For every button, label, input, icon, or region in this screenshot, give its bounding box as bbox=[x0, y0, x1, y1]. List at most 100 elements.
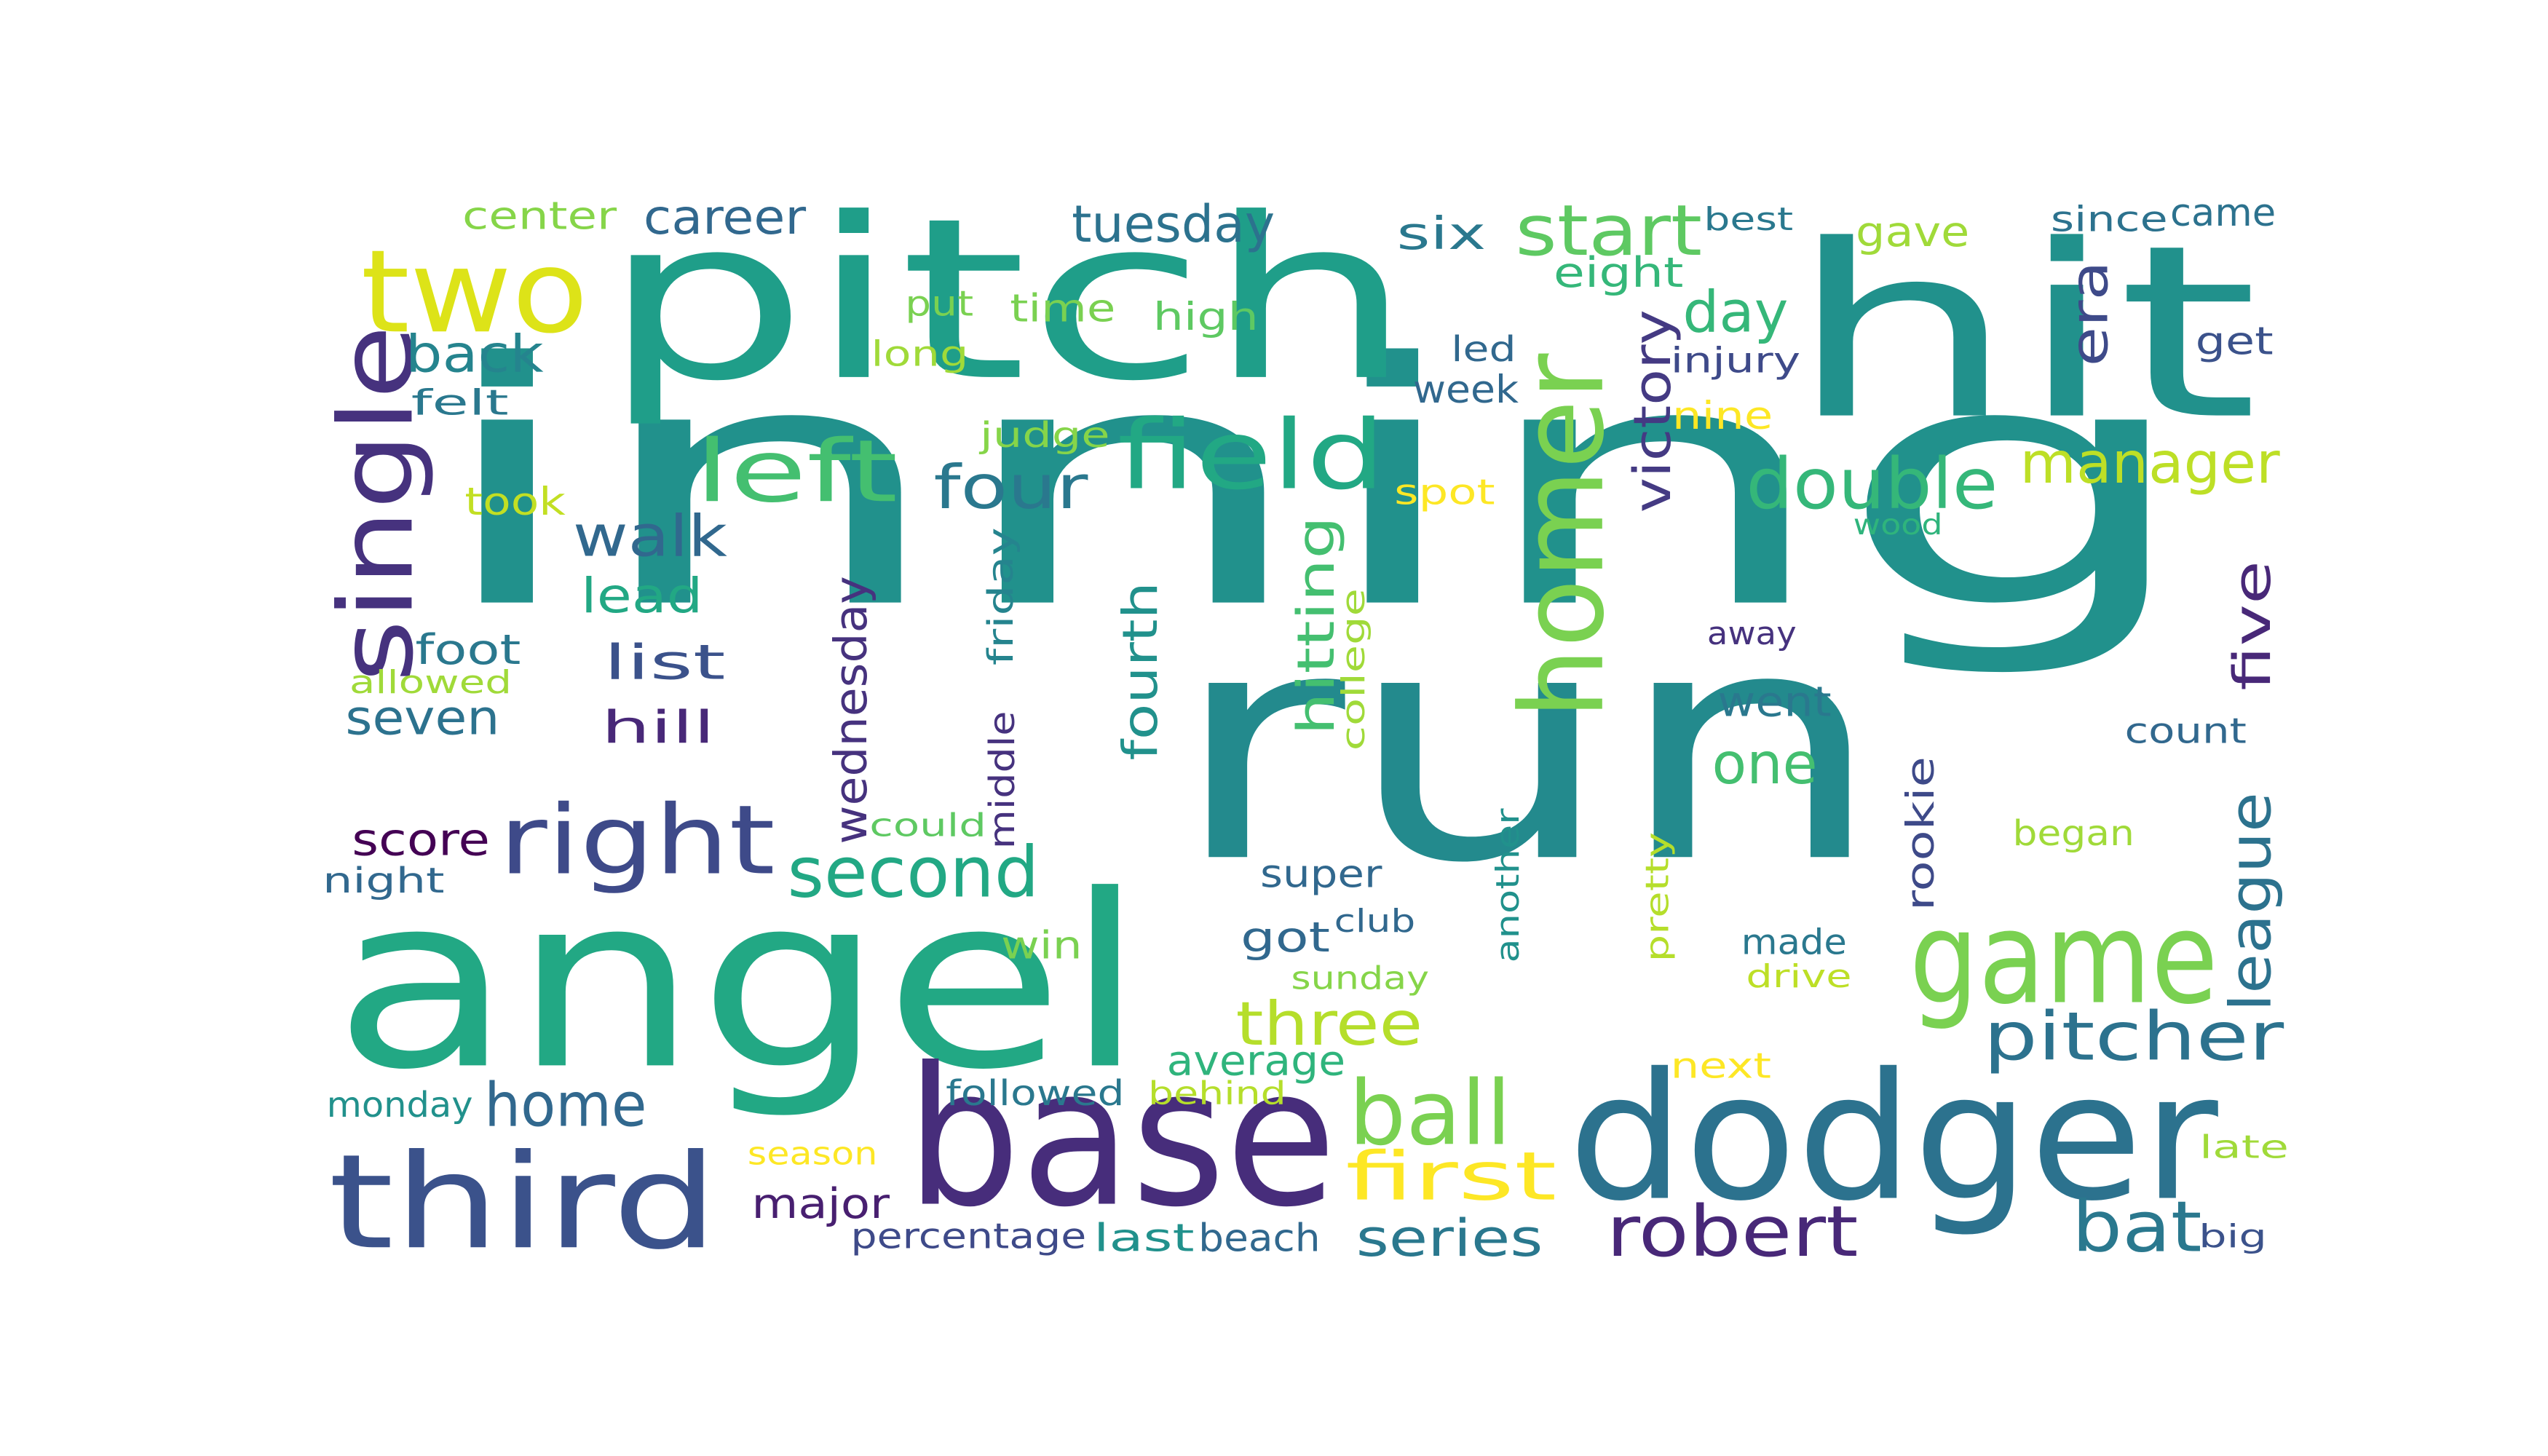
word-hitting: hitting bbox=[1286, 516, 1346, 735]
word-era: era bbox=[2060, 261, 2120, 366]
word-friday: friday bbox=[981, 527, 1021, 665]
word-inning: inning bbox=[427, 293, 2199, 682]
word-six: six bbox=[1397, 208, 1487, 260]
word-tuesday: tuesday bbox=[1072, 194, 1275, 254]
word-lead: lead bbox=[581, 569, 703, 624]
word-bat: bat bbox=[2072, 1186, 2202, 1267]
word-eight: eight bbox=[1554, 249, 1684, 297]
word-got: got bbox=[1241, 914, 1330, 962]
word-began: began bbox=[2013, 813, 2134, 854]
word-homer: homer bbox=[1497, 353, 1630, 719]
word-get: get bbox=[2196, 319, 2274, 363]
word-right: right bbox=[499, 785, 775, 896]
word-home: home bbox=[484, 1069, 646, 1140]
word-could: could bbox=[869, 807, 986, 844]
word-base: base bbox=[906, 1026, 1337, 1249]
word-two: two bbox=[361, 226, 589, 359]
word-score: score bbox=[352, 815, 490, 866]
word-day: day bbox=[1682, 279, 1788, 346]
word-took: took bbox=[464, 480, 566, 524]
word-since: since bbox=[2051, 199, 2168, 240]
word-second: second bbox=[788, 832, 1040, 914]
word-went: went bbox=[1717, 678, 1831, 726]
word-three: three bbox=[1236, 989, 1423, 1059]
word-hit: hit bbox=[1787, 194, 2258, 472]
word-big: big bbox=[2199, 1218, 2267, 1255]
word-four: four bbox=[933, 452, 1088, 523]
word-injury: injury bbox=[1671, 341, 1801, 381]
word-walk: walk bbox=[573, 503, 728, 570]
word-count: count bbox=[2125, 711, 2247, 752]
word-gave: gave bbox=[1856, 208, 1969, 256]
word-away: away bbox=[1707, 615, 1797, 652]
word-center: center bbox=[462, 194, 617, 238]
word-long: long bbox=[871, 334, 968, 375]
word-series: series bbox=[1356, 1208, 1543, 1268]
word-pitcher: pitcher bbox=[1983, 998, 2284, 1076]
word-five: five bbox=[2223, 561, 2282, 691]
word-season: season bbox=[748, 1135, 878, 1172]
word-field: field bbox=[1117, 400, 1385, 511]
word-foot: foot bbox=[415, 626, 521, 674]
word-back: back bbox=[405, 325, 544, 384]
word-week: week bbox=[1413, 368, 1519, 412]
word-ball: ball bbox=[1349, 1061, 1511, 1166]
word-last: last bbox=[1093, 1216, 1194, 1260]
word-night: night bbox=[323, 860, 444, 901]
word-seven: seven bbox=[345, 691, 499, 746]
word-percentage: percentage bbox=[851, 1216, 1087, 1257]
word-run: run bbox=[1170, 562, 1885, 933]
word-sunday: sunday bbox=[1291, 960, 1429, 997]
word-drive: drive bbox=[1746, 958, 1851, 995]
word-behind: behind bbox=[1148, 1075, 1286, 1112]
word-angel: angel bbox=[333, 844, 1146, 1122]
word-victory: victory bbox=[1623, 309, 1682, 513]
word-made: made bbox=[1741, 922, 1847, 963]
word-time: time bbox=[1010, 287, 1115, 331]
word-hill: hill bbox=[601, 703, 715, 754]
word-wood: wood bbox=[1853, 508, 1943, 542]
word-robert: robert bbox=[1607, 1191, 1859, 1273]
word-dodger: dodger bbox=[1568, 1036, 2218, 1240]
word-double: double bbox=[1746, 443, 1998, 525]
word-third: third bbox=[328, 1126, 719, 1278]
word-beach: beach bbox=[1198, 1216, 1320, 1260]
word-career: career bbox=[644, 190, 806, 245]
word-monday: monday bbox=[327, 1085, 473, 1125]
word-pitch: pitch bbox=[601, 171, 1414, 430]
word-one: one bbox=[1712, 730, 1818, 797]
word-first: first bbox=[1345, 1138, 1556, 1216]
word-spot: spot bbox=[1394, 472, 1495, 513]
word-best: best bbox=[1704, 201, 1793, 238]
word-college: college bbox=[1335, 588, 1372, 751]
word-major: major bbox=[751, 1180, 890, 1228]
word-win: win bbox=[1001, 924, 1083, 968]
word-league: league bbox=[2217, 792, 2284, 1011]
word-start: start bbox=[1515, 190, 1702, 272]
word-pretty: pretty bbox=[1639, 832, 1676, 962]
word-put: put bbox=[905, 283, 973, 324]
word-another: another bbox=[1489, 808, 1527, 962]
word-wednesday: wednesday bbox=[826, 576, 877, 844]
word-allowed: allowed bbox=[349, 664, 512, 701]
word-late: late bbox=[2199, 1128, 2289, 1166]
word-super: super bbox=[1260, 852, 1382, 896]
word-manager: manager bbox=[2020, 430, 2281, 496]
word-judge: judge bbox=[979, 415, 1110, 456]
word-game: game bbox=[1910, 885, 2218, 1033]
word-next: next bbox=[1671, 1045, 1771, 1086]
word-high: high bbox=[1153, 295, 1259, 339]
word-rookie: rookie bbox=[1899, 756, 1943, 911]
word-club: club bbox=[1334, 903, 1416, 940]
word-middle: middle bbox=[982, 711, 1023, 850]
word-fourth: fourth bbox=[1113, 582, 1168, 761]
word-single: single bbox=[317, 325, 436, 682]
word-nine: nine bbox=[1672, 394, 1773, 438]
word-felt: felt bbox=[411, 383, 509, 424]
word-average: average bbox=[1167, 1037, 1346, 1085]
word-led: led bbox=[1451, 329, 1516, 370]
word-list: list bbox=[604, 636, 725, 691]
word-came: came bbox=[2170, 191, 2276, 235]
word-followed: followed bbox=[946, 1073, 1125, 1114]
